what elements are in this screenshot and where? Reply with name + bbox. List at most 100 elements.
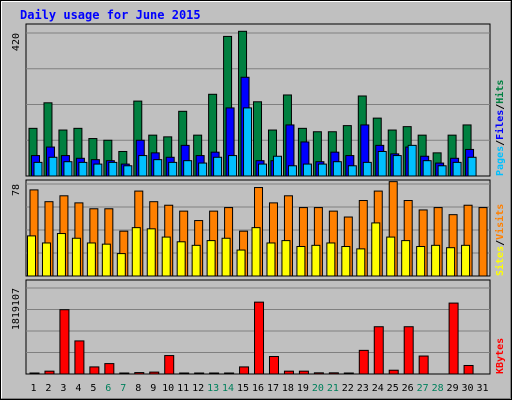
bar-pages-day-17	[272, 155, 282, 177]
x-tick-label-day-20: 20	[312, 383, 324, 394]
x-tick-label-day-6: 6	[105, 383, 111, 394]
bar-sites-day-12	[191, 244, 201, 277]
legend-hits: Hits	[494, 80, 506, 104]
bar-kbytes-day-2	[44, 370, 55, 375]
bar-pages-day-3	[63, 161, 73, 177]
x-tick-label-day-3: 3	[60, 383, 66, 394]
x-tick-label-day-24: 24	[372, 383, 384, 394]
bar-sites-day-9	[146, 228, 156, 277]
bar-pages-day-29	[452, 161, 462, 177]
bar-kbytes-day-24	[373, 326, 384, 375]
x-tick-label-day-16: 16	[252, 383, 264, 394]
bar-sites-day-16	[251, 227, 261, 277]
legend-separator: /	[495, 140, 506, 146]
bar-kbytes-day-26	[403, 326, 414, 375]
legend-separator: /	[495, 240, 506, 246]
bar-kbytes-day-25	[388, 369, 399, 375]
series-sites	[27, 222, 471, 277]
bar-pages-day-24	[377, 150, 387, 177]
bar-sites-day-14	[221, 237, 231, 277]
bar-kbytes-day-3	[59, 309, 70, 375]
bar-sites-day-23	[356, 248, 366, 277]
bar-sites-day-22	[341, 246, 351, 277]
bar-sites-day-11	[176, 241, 186, 277]
bar-pages-day-16	[258, 163, 268, 177]
bar-kbytes-day-5	[89, 366, 100, 375]
bar-pages-day-22	[347, 165, 357, 177]
bar-sites-day-28	[431, 244, 441, 277]
bar-sites-day-17	[266, 242, 276, 277]
x-tick-label-day-29: 29	[447, 383, 459, 394]
bar-kbytes-day-1	[29, 372, 40, 375]
bar-pages-day-11	[183, 160, 193, 177]
bar-kbytes-day-10	[164, 355, 175, 375]
bar-kbytes-day-22	[343, 372, 354, 375]
legend-files: Files	[494, 110, 506, 140]
bar-kbytes-day-9	[149, 371, 160, 375]
legend-separator: /	[495, 104, 506, 110]
bar-pages-day-20	[317, 163, 327, 177]
bar-kbytes-day-30	[463, 364, 474, 375]
bar-kbytes-day-12	[194, 372, 205, 375]
bar-kbytes-day-18	[283, 370, 294, 375]
chart-title: Daily usage for June 2015	[20, 8, 201, 22]
bar-kbytes-day-20	[313, 372, 324, 375]
x-tick-label-day-21: 21	[327, 383, 339, 394]
bar-sites-day-6	[101, 243, 111, 277]
x-tick-label-day-28: 28	[432, 383, 444, 394]
bar-pages-day-25	[392, 155, 402, 177]
bar-pages-day-26	[407, 144, 417, 177]
bar-kbytes-day-7	[119, 372, 130, 375]
x-tick-label-day-12: 12	[192, 383, 204, 394]
bar-pages-day-6	[108, 161, 118, 177]
bar-sites-day-21	[326, 242, 336, 277]
x-tick-label-day-14: 14	[222, 383, 234, 394]
bar-sites-day-15	[236, 249, 246, 277]
bar-kbytes-day-21	[328, 372, 339, 375]
panel-kbytes-max-label: 1819107	[11, 288, 22, 330]
bar-pages-day-9	[153, 159, 163, 177]
bar-pages-day-8	[138, 155, 148, 177]
panel-sites-visits-legend: Sites/Visits	[494, 204, 506, 276]
bar-pages-day-7	[123, 165, 133, 177]
panel-kbytes-legend: KBytes	[495, 338, 506, 374]
bar-kbytes-day-17	[268, 356, 279, 375]
x-tick-label-day-7: 7	[120, 383, 126, 394]
panel-sites-visits-max-label: 78	[11, 184, 22, 196]
bar-pages-day-2	[48, 156, 58, 177]
bar-sites-day-24	[371, 222, 381, 277]
bar-kbytes-day-14	[224, 372, 235, 375]
bar-sites-day-25	[386, 236, 396, 277]
legend-kbytes: KBytes	[495, 338, 506, 374]
bar-pages-day-10	[168, 161, 178, 177]
x-tick-label-day-1: 1	[30, 383, 36, 394]
x-tick-label-day-23: 23	[357, 383, 369, 394]
x-axis-labels: 1 2 3 4 5 6 7 8 9 10 11 12 13 14 15 16 17 18 19 20 21 22 23 24 2…	[30, 383, 488, 394]
bar-sites-day-13	[206, 240, 216, 277]
bar-kbytes-day-27	[418, 355, 429, 375]
bar-pages-day-23	[362, 161, 372, 177]
bar-pages-day-1	[33, 161, 43, 177]
bar-pages-day-21	[332, 161, 342, 177]
bar-sites-day-7	[116, 253, 126, 277]
bar-sites-day-2	[41, 242, 51, 277]
panel-pages-files-hits-max-label: 420	[11, 33, 22, 51]
x-tick-label-day-18: 18	[282, 383, 294, 394]
panel-pages-files-hits: 420 Pages/Files/Hits	[11, 23, 506, 177]
series-pages	[33, 107, 477, 177]
bar-sites-day-20	[311, 244, 321, 277]
panel-sites-visits: 78 Sites/Visits	[11, 179, 506, 277]
series-kbytes	[29, 301, 474, 375]
x-tick-label-day-15: 15	[237, 383, 249, 394]
x-tick-label-day-9: 9	[150, 383, 156, 394]
panel-pages-files-hits-legend: Pages/Files/Hits	[494, 80, 506, 176]
bar-sites-day-18	[281, 240, 291, 277]
x-tick-label-day-31: 31	[476, 383, 488, 394]
bar-kbytes-day-8	[134, 372, 145, 375]
x-tick-label-day-11: 11	[177, 383, 189, 394]
x-tick-label-day-22: 22	[342, 383, 354, 394]
bar-sites-day-29	[446, 247, 456, 277]
legend-sites: Sites	[494, 246, 506, 276]
bar-kbytes-day-6	[104, 363, 115, 375]
